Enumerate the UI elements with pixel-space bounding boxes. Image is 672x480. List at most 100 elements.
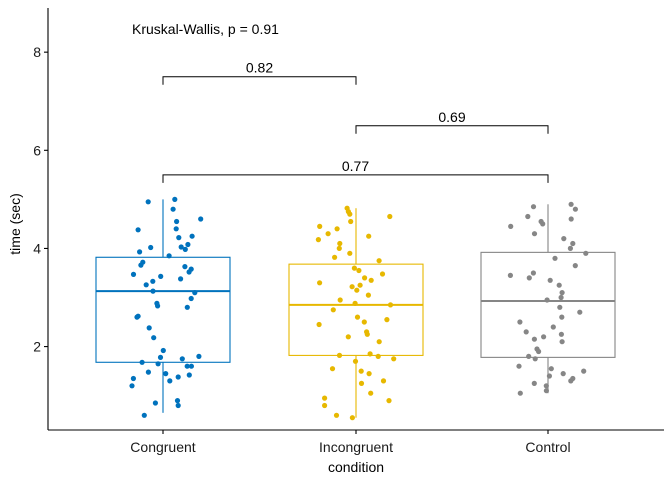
data-point (184, 363, 190, 369)
data-point (188, 295, 194, 302)
data-point (572, 206, 579, 212)
data-point (315, 237, 321, 243)
data-point (150, 288, 156, 294)
data-point (175, 374, 181, 380)
y-tick-label: 6 (33, 142, 41, 158)
data-point (559, 339, 565, 345)
data-point (532, 356, 538, 362)
data-point (322, 395, 328, 401)
data-point (531, 336, 538, 342)
data-point (540, 221, 546, 227)
data-point (170, 206, 176, 212)
data-point (356, 267, 362, 274)
data-point (559, 314, 565, 320)
data-point (568, 378, 574, 384)
data-point (568, 216, 574, 222)
data-point (188, 363, 194, 369)
data-point (138, 262, 144, 268)
y-tick-label: 2 (33, 339, 41, 355)
data-point (196, 353, 202, 359)
data-point (137, 249, 143, 255)
data-point (130, 375, 136, 382)
data-point (322, 402, 328, 409)
data-point (543, 388, 550, 394)
kruskal-wallis-label: Kruskal-Wallis, p = 0.91 (132, 21, 279, 37)
data-point (347, 211, 353, 217)
data-point (337, 297, 343, 303)
data-point (316, 321, 322, 328)
data-point (186, 372, 192, 378)
data-point (567, 245, 574, 251)
data-point (143, 282, 149, 288)
y-tick-label: 4 (33, 240, 41, 256)
data-point (560, 371, 566, 377)
data-point (559, 290, 565, 296)
data-point (557, 304, 563, 310)
data-point (182, 246, 188, 252)
data-point (516, 363, 522, 369)
data-point (157, 354, 164, 360)
data-point (141, 412, 147, 418)
data-point (178, 244, 184, 250)
data-point (581, 368, 587, 374)
data-point (365, 292, 371, 298)
data-point (184, 304, 190, 310)
x-tick-label-incongruent: Incongruent (319, 439, 393, 455)
comparison-p-value: 0.69 (438, 109, 465, 125)
data-point (376, 339, 382, 345)
data-point (158, 273, 164, 279)
data-point (175, 402, 181, 409)
data-point (526, 275, 532, 281)
data-point (192, 290, 198, 296)
data-point (352, 358, 359, 364)
data-point (548, 366, 554, 372)
data-point (507, 272, 513, 278)
data-point (530, 270, 537, 276)
data-point (547, 277, 553, 283)
comparison-bracket (162, 174, 549, 183)
data-point (179, 356, 185, 362)
data-point (376, 258, 382, 264)
data-point (387, 302, 394, 308)
data-point (570, 240, 576, 247)
data-point (354, 314, 361, 320)
data-point (333, 412, 340, 418)
series-congruent (95, 196, 231, 418)
data-point (325, 231, 331, 237)
data-point (174, 398, 181, 404)
data-point (176, 235, 182, 241)
data-point (366, 233, 372, 239)
data-point (152, 400, 158, 406)
data-point (558, 331, 565, 337)
data-point (185, 241, 191, 248)
data-point (525, 213, 531, 220)
data-point (366, 371, 372, 377)
data-point (337, 240, 343, 247)
data-point (150, 278, 156, 284)
data-point (173, 226, 179, 232)
data-point (160, 347, 166, 354)
data-point (186, 269, 192, 275)
data-point (334, 226, 340, 232)
axes: 2 4 6 8 Congruent Incongruent Control (33, 8, 664, 455)
comparison-congruent-incongruent: 0.82 (162, 60, 357, 85)
data-point (198, 216, 204, 222)
box (480, 251, 616, 358)
comparison-annotations: 0.82 0.69 0.77 (162, 60, 549, 183)
data-point (358, 368, 364, 374)
data-point (329, 366, 336, 372)
data-point (139, 359, 145, 365)
data-point (558, 294, 564, 301)
data-point (543, 383, 549, 389)
comparison-congruent-control: 0.77 (162, 158, 549, 183)
data-point (148, 244, 154, 251)
data-point (362, 275, 368, 281)
data-point (367, 351, 373, 357)
data-point (352, 300, 358, 306)
data-point (375, 353, 381, 359)
data-point (145, 369, 151, 375)
data-point (556, 282, 562, 288)
data-point (583, 250, 589, 256)
data-point (345, 334, 351, 340)
data-point (364, 331, 370, 337)
